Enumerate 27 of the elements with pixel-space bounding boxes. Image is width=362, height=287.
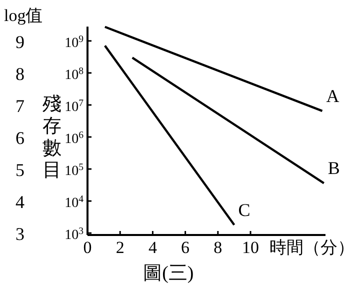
series-label: B (328, 158, 340, 178)
y2-tick-label: 8 (16, 64, 24, 84)
x-axis-title: 時間（分） (270, 238, 354, 257)
x-tick-label: 2 (116, 238, 124, 257)
text: 圖(三) (143, 263, 194, 284)
x-tick-label: 6 (181, 238, 190, 257)
y-tick-label: 10$^{3}$ (64, 226, 84, 244)
y-tick-label: 10$^{4}$ (64, 194, 84, 212)
y2-axis-title: log值 (4, 6, 43, 25)
y-tick-label: 10$^{9}$ (64, 33, 84, 51)
series-label: C (238, 200, 250, 220)
x-tick-label: 10 (242, 238, 260, 257)
y-tick-label: 10$^{6}$ (64, 129, 84, 147)
y2-tick-label: 5 (16, 160, 24, 180)
y2-tick-label: 3 (16, 224, 24, 244)
y2-tick-label: 9 (16, 32, 24, 52)
y-tick-label: 10$^{7}$ (64, 97, 84, 115)
y-tick-label: 10$^{5}$ (64, 162, 84, 180)
series-label: A (326, 86, 340, 106)
y2-tick-label: 6 (16, 128, 24, 148)
x-tick-label: 0 (83, 238, 92, 257)
x-tick-label: 8 (214, 238, 222, 257)
y2-tick-label: 7 (16, 96, 24, 116)
y-axis-title: 殘存數目 (42, 94, 62, 181)
x-tick-label: 4 (148, 238, 158, 257)
y-tick-label: 10$^{8}$ (64, 65, 84, 83)
y2-tick-label: 4 (16, 192, 24, 212)
